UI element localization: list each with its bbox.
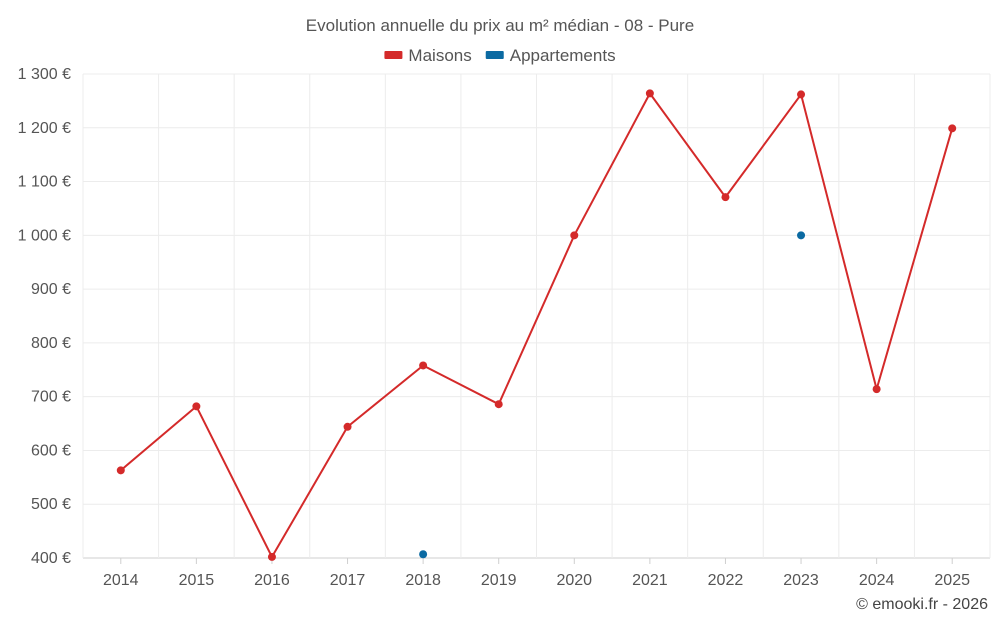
data-point-maisons[interactable] [494, 400, 503, 409]
data-point-maisons[interactable] [267, 552, 276, 561]
x-tick-label: 2024 [859, 572, 895, 589]
legend: Maisons Appartements [384, 46, 616, 65]
x-tick-label: 2017 [330, 572, 366, 589]
data-point-maisons[interactable] [116, 466, 125, 475]
x-tick-label: 2020 [556, 572, 592, 589]
y-tick-label: 900 € [31, 281, 71, 298]
y-tick-label: 1 200 € [18, 120, 71, 137]
y-tick-label: 1 000 € [18, 227, 71, 244]
data-point-maisons[interactable] [872, 385, 881, 394]
x-tick-label: 2022 [708, 572, 744, 589]
x-tick-label: 2025 [934, 572, 970, 589]
data-point-maisons[interactable] [419, 361, 428, 370]
x-tick-label: 2018 [405, 572, 441, 589]
series-line-maisons [120, 92, 954, 558]
legend-label: Maisons [408, 46, 471, 65]
y-tick-label: 400 € [31, 550, 71, 567]
x-tick-label: 2014 [103, 572, 139, 589]
chart-title: Evolution annuelle du prix au m² médian … [306, 16, 694, 35]
y-tick-label: 600 € [31, 442, 71, 459]
data-point-maisons[interactable] [343, 422, 352, 431]
data-point-maisons[interactable] [192, 402, 201, 411]
data-point-maisons[interactable] [797, 90, 806, 99]
series-layer [116, 89, 957, 561]
x-tick-label: 2023 [783, 572, 819, 589]
credit-text: © emooki.fr - 2026 [856, 596, 988, 613]
data-point-maisons[interactable] [948, 124, 957, 133]
y-tick-label: 1 300 € [18, 66, 71, 83]
series-maisons [116, 89, 957, 561]
series-appartements [419, 231, 806, 559]
data-point-appartements[interactable] [797, 231, 806, 240]
data-point-appartements[interactable] [419, 550, 428, 559]
y-tick-label: 700 € [31, 389, 71, 406]
x-tick-label: 2019 [481, 572, 517, 589]
data-point-maisons[interactable] [645, 89, 654, 98]
legend-swatch [384, 51, 403, 59]
x-tick-label: 2016 [254, 572, 290, 589]
data-point-maisons[interactable] [721, 193, 730, 202]
legend-swatch [485, 51, 504, 59]
y-tick-label: 1 100 € [18, 174, 71, 191]
x-axis: 2014 2015 2016 2017 2018 2019 2020 2021 2022 2023… [103, 558, 970, 589]
grid [82, 73, 991, 559]
x-tick-label: 2021 [632, 572, 668, 589]
data-point-maisons[interactable] [570, 231, 579, 240]
legend-label: Appartements [510, 46, 616, 65]
y-tick-label: 800 € [31, 335, 71, 352]
y-tick-label: 500 € [31, 496, 71, 513]
y-axis: 400 € 500 € 600 € 700 € 800 € 900 € 1 000 € 1 1… [18, 66, 71, 567]
x-tick-label: 2015 [179, 572, 215, 589]
